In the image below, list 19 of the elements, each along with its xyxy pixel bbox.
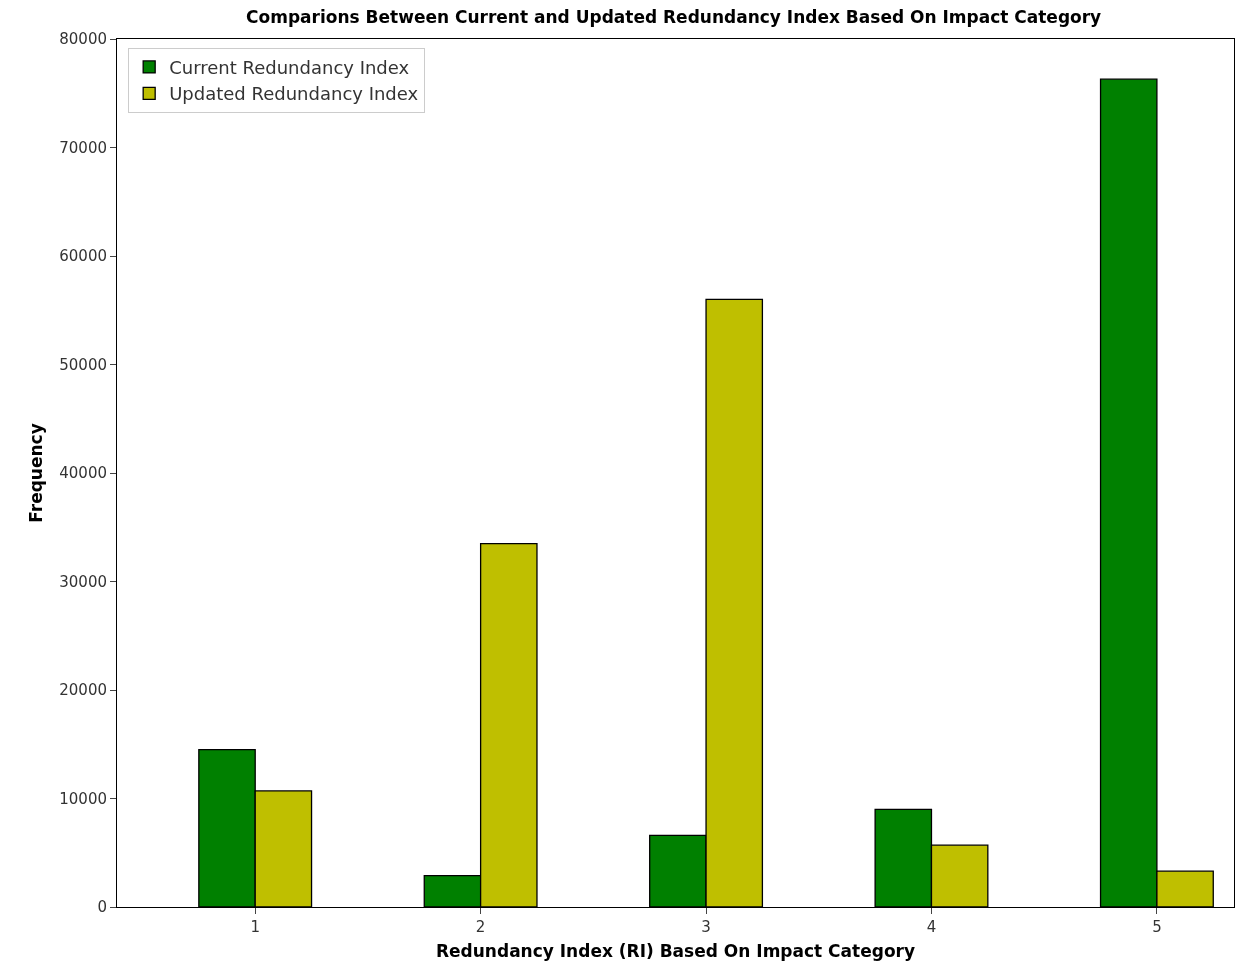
x-tick-label: 2: [475, 918, 486, 936]
y-axis-title: Frequency: [25, 423, 46, 523]
y-tick-label: 80000: [59, 30, 107, 49]
x-axis-title: Redundancy Index (RI) Based On Impact Category: [435, 941, 916, 962]
y-tick-label: 20000: [59, 681, 107, 700]
x-tick-label: 3: [701, 918, 711, 936]
x-tick-label: 1: [250, 918, 260, 936]
chart-title: Comparions Between Current and Updated Redundancy Index Based On Impact Category: [246, 7, 1102, 28]
y-tick-label: 50000: [59, 355, 107, 374]
y-tick-label: 60000: [59, 247, 107, 266]
legend-label: Updated Redundancy Index: [169, 83, 419, 105]
y-tick-label: 0: [97, 898, 107, 917]
y-tick-label: 70000: [59, 138, 107, 157]
y-tick-label: 40000: [59, 464, 107, 483]
y-tick-label: 10000: [59, 789, 107, 808]
legend-label: Current Redundancy Index: [169, 56, 410, 78]
y-tick-label: 30000: [59, 572, 107, 591]
x-tick-label: 4: [926, 918, 937, 936]
x-tick-label: 5: [1152, 918, 1162, 936]
